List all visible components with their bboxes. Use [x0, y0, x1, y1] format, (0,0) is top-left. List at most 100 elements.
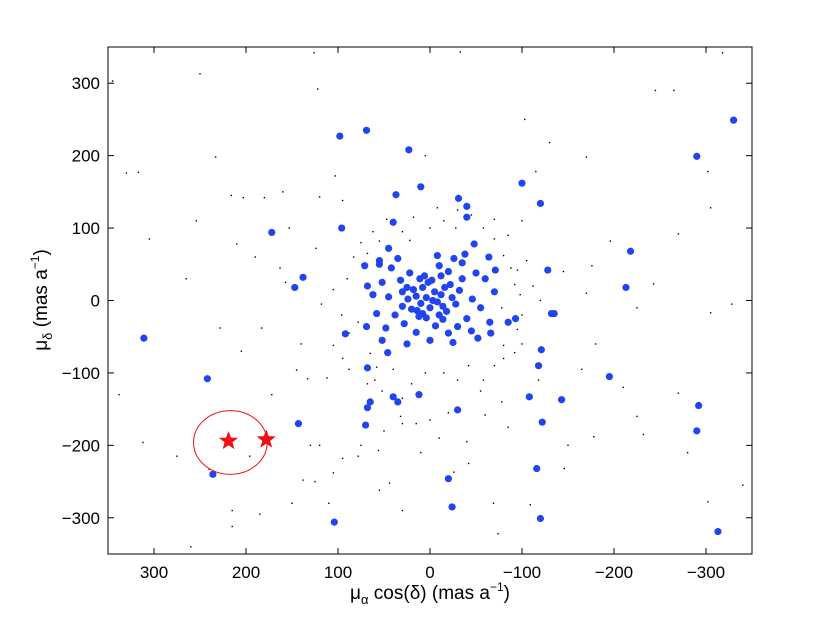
member-star-point: [626, 247, 635, 255]
field-star-point: [332, 472, 335, 474]
member-star-point: [511, 315, 520, 323]
field-star-point: [372, 230, 374, 233]
member-star-point: [435, 262, 443, 270]
field-star-point: [453, 471, 455, 473]
y-tick-label: 200: [72, 147, 100, 166]
x-tick-label: −200: [595, 563, 633, 582]
member-star-point: [435, 311, 443, 319]
field-star-point: [529, 504, 531, 506]
field-star-point: [420, 451, 422, 454]
field-star-point: [360, 444, 362, 447]
field-star-point: [721, 52, 724, 54]
x-axis-label-close: ): [504, 583, 510, 604]
y-tick-label: 100: [72, 219, 100, 238]
x-tick-label: −300: [687, 563, 725, 582]
highlight-layer: [193, 410, 276, 475]
x-tick-label: 100: [324, 563, 352, 582]
member-star-point: [449, 338, 457, 347]
member-star-point: [454, 322, 462, 331]
field-star-point: [521, 220, 523, 222]
field-star-point: [176, 455, 178, 457]
field-star-point: [622, 386, 624, 389]
y-axis-label-close: ): [31, 249, 52, 255]
member-star-point: [486, 318, 494, 326]
field-star-point: [567, 444, 569, 447]
field-star-point: [652, 283, 655, 285]
field-star-point: [501, 401, 503, 403]
field-star-point: [392, 368, 394, 371]
field-star-point: [502, 357, 505, 360]
field-star-point: [447, 412, 450, 414]
field-star-point: [521, 343, 523, 345]
member-star-point: [428, 276, 436, 284]
field-star-point: [585, 292, 588, 294]
member-star-point: [537, 346, 545, 354]
field-star-point: [142, 441, 144, 444]
field-star-point: [709, 312, 712, 314]
field-star-point: [219, 327, 221, 329]
field-star-point: [381, 390, 383, 392]
field-star-point: [254, 256, 256, 258]
highlight-ellipse: [193, 410, 268, 475]
member-star-point: [417, 299, 425, 307]
field-star-point: [537, 379, 540, 381]
y-tick-label: −300: [62, 509, 100, 528]
member-star-point: [394, 398, 402, 406]
member-star-point: [385, 293, 393, 301]
field-star-point: [401, 397, 404, 399]
member-star-point: [444, 267, 452, 276]
field-star-point: [563, 467, 566, 470]
member-star-point: [416, 275, 424, 283]
field-star-point: [677, 233, 680, 235]
member-star-point: [461, 250, 469, 258]
field-star-point: [366, 383, 369, 385]
member-star-point: [454, 406, 462, 414]
field-star-point: [466, 441, 468, 443]
field-star-point: [636, 307, 638, 309]
member-star-point: [450, 254, 458, 263]
member-star-point: [336, 132, 344, 140]
field-star-point: [341, 199, 344, 202]
field-star-point: [502, 344, 505, 347]
field-star-point: [388, 482, 391, 484]
field-star-point: [415, 422, 417, 425]
field-star-point: [332, 288, 335, 291]
member-star-point: [330, 518, 338, 526]
member-star-point: [536, 199, 545, 208]
field-star-point: [593, 435, 595, 438]
member-star-point: [363, 404, 372, 412]
member-star-point: [433, 251, 441, 260]
y-tick-label: −100: [62, 364, 100, 383]
field-star-point: [484, 414, 486, 416]
field-star-point: [199, 73, 201, 75]
field-star-point: [707, 170, 709, 173]
member-star-point: [504, 318, 512, 326]
member-star-point: [491, 266, 499, 274]
field-star-point: [348, 368, 350, 371]
member-star-point: [714, 527, 722, 536]
member-star-point: [363, 282, 372, 290]
member-star-point: [525, 393, 533, 401]
member-star-point: [389, 218, 397, 226]
field-star-point: [709, 207, 712, 209]
member-star-point: [409, 286, 418, 294]
member-star-point: [404, 295, 412, 303]
y-axis-label-superscript: −1: [28, 255, 42, 269]
member-star-point: [437, 272, 445, 280]
member-star-point: [444, 329, 452, 337]
field-star-point: [492, 502, 495, 504]
field-star-point: [302, 479, 304, 481]
member-star-point: [693, 427, 701, 435]
member-star-point: [730, 116, 738, 124]
member-star-point: [426, 336, 434, 344]
field-star-point: [326, 377, 328, 379]
field-star-point: [317, 88, 319, 90]
field-star-point: [242, 196, 244, 199]
member-star-point: [538, 418, 546, 426]
member-star-point: [209, 470, 217, 478]
member-star-point: [384, 349, 392, 357]
member-star-point: [533, 464, 541, 473]
field-star-point: [314, 480, 316, 483]
field-star-point: [315, 247, 317, 250]
